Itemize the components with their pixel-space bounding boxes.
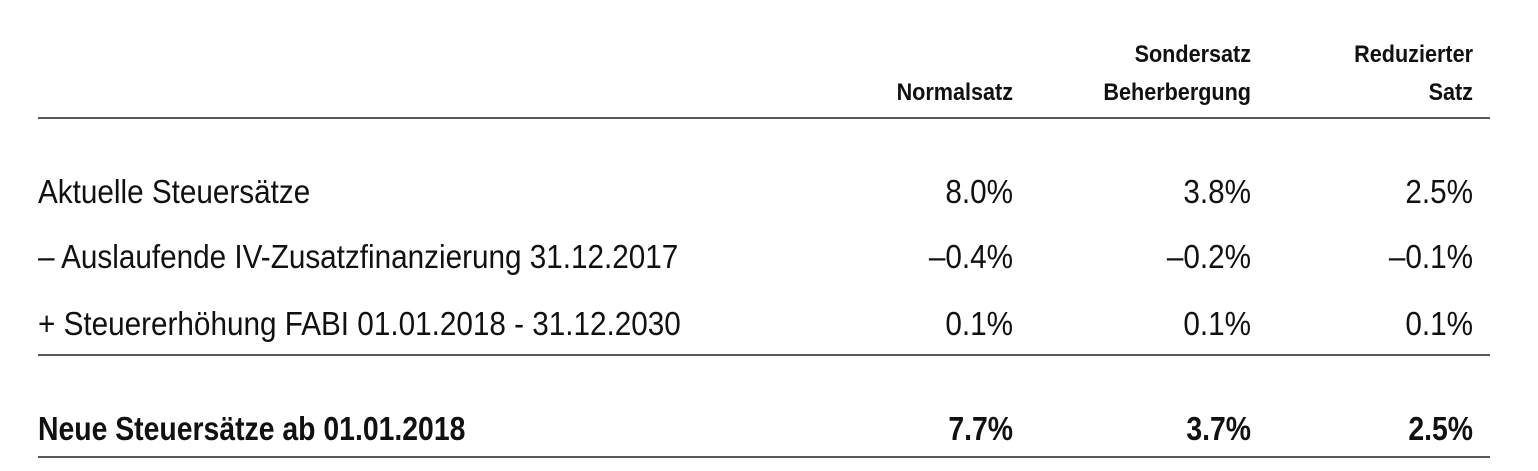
- total-cell-group: 7.7%: [948, 410, 1013, 448]
- cell-group: 0.1%: [1183, 306, 1251, 343]
- cell-group: 8.0%: [945, 174, 1013, 211]
- column-header: Normalsatz: [897, 78, 1013, 105]
- row-label: – Auslaufende IV-Zusatzfinanzierung 31.1…: [38, 239, 678, 276]
- total-label: Neue Steuersätze ab 01.01.2018: [38, 410, 465, 448]
- total-cell: 3.7%: [1186, 410, 1251, 448]
- cell: 2.5%: [1405, 174, 1473, 211]
- column-header: Satz: [1429, 78, 1473, 105]
- cell: –0.4%: [929, 239, 1013, 276]
- cell: 0.1%: [1405, 306, 1473, 343]
- total-cell: 2.5%: [1408, 410, 1473, 448]
- column-header: Beherbergung: [1103, 78, 1251, 105]
- column-header-group: Normalsatz: [897, 78, 1013, 105]
- cell: –0.1%: [1389, 239, 1473, 276]
- cell: 0.1%: [1183, 306, 1251, 343]
- cell-group: 0.1%: [945, 306, 1013, 343]
- total-cell-group: 2.5%: [1408, 410, 1473, 448]
- cell: 3.8%: [1183, 174, 1251, 211]
- column-header-group: Sondersatz: [1135, 40, 1251, 67]
- row-label-group: Aktuelle Steuersätze: [38, 174, 310, 211]
- cell-group: –0.2%: [1167, 239, 1251, 276]
- total-cell-group: 3.7%: [1186, 410, 1251, 448]
- row-label: Aktuelle Steuersätze: [38, 174, 310, 211]
- total-label-group: Neue Steuersätze ab 01.01.2018: [38, 410, 465, 448]
- row-label-group: + Steuererhöhung FABI 01.01.2018 - 31.12…: [38, 306, 681, 343]
- row-label-group: – Auslaufende IV-Zusatzfinanzierung 31.1…: [38, 239, 678, 276]
- cell-group: –0.1%: [1389, 239, 1473, 276]
- cell-group: –0.4%: [929, 239, 1013, 276]
- cell-group: 2.5%: [1405, 174, 1473, 211]
- cell: 0.1%: [945, 306, 1013, 343]
- row-label: + Steuererhöhung FABI 01.01.2018 - 31.12…: [38, 306, 681, 343]
- column-header-group: Satz: [1429, 78, 1473, 105]
- cell-group: 0.1%: [1405, 306, 1473, 343]
- column-header: Sondersatz: [1135, 40, 1251, 67]
- total-cell: 7.7%: [948, 410, 1013, 448]
- column-header: Reduzierter: [1354, 40, 1473, 67]
- cell: 8.0%: [945, 174, 1013, 211]
- cell: –0.2%: [1167, 239, 1251, 276]
- column-header-group: Beherbergung: [1103, 78, 1251, 105]
- cell-group: 3.8%: [1183, 174, 1251, 211]
- column-header-group: Reduzierter: [1354, 40, 1473, 67]
